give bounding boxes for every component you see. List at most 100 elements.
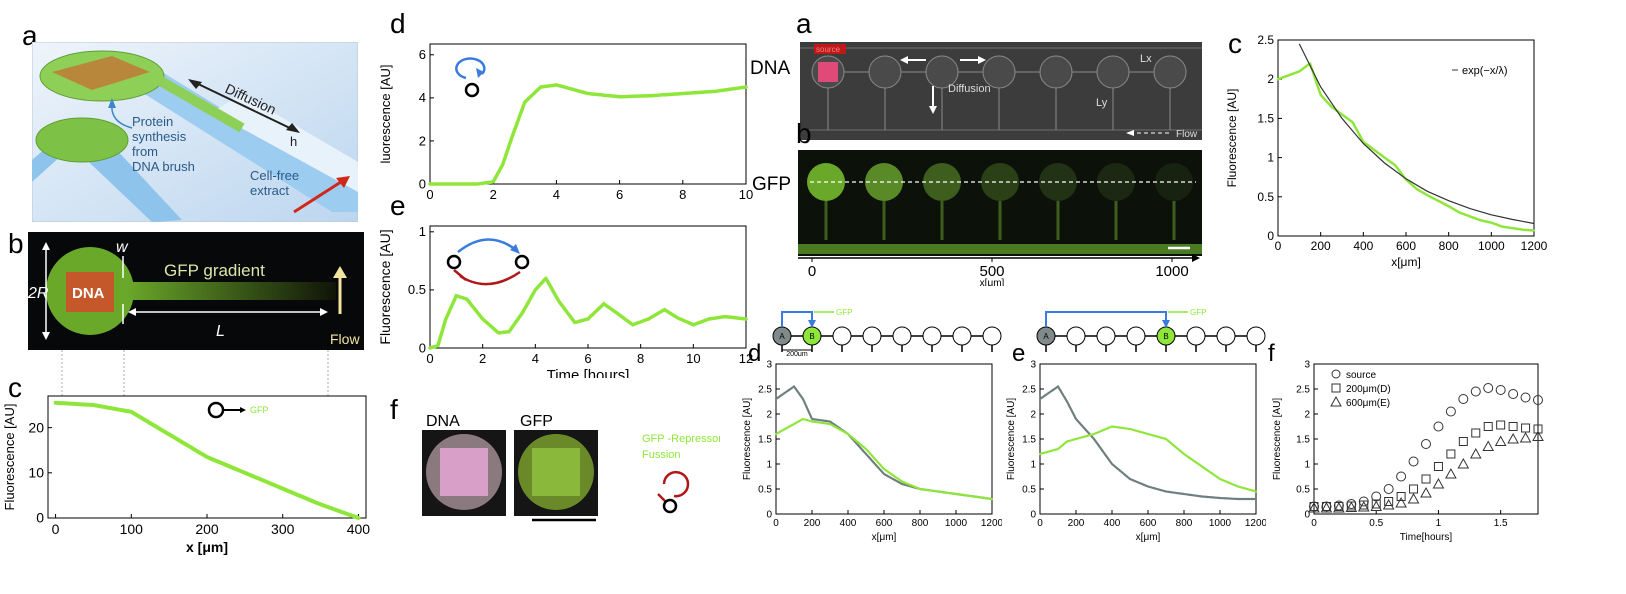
panel-label-left-e: e — [390, 190, 406, 221]
y-tick-label-5: 2.5 — [1257, 34, 1274, 47]
y-tick-label-3: 1.5 — [1022, 434, 1036, 445]
y-tick-label-0: 0 — [419, 176, 426, 191]
fit-line — [1298, 43, 1535, 225]
point-s0-15 — [1495, 385, 1506, 395]
x-axis-label: Time [hours] — [547, 367, 630, 378]
synthesis-line-4: DNA brush — [132, 159, 195, 174]
x-tick-label-2: 4 — [532, 351, 539, 366]
height-label: h — [290, 134, 297, 149]
chamber-3 — [1126, 326, 1146, 346]
lx-label: Lx — [1140, 53, 1152, 65]
x-tick-label-4: 400 — [347, 521, 371, 537]
y-tick-label-1: 0.5 — [1296, 484, 1310, 495]
x-tick-label-1: 0.5 — [1369, 518, 1383, 529]
network-schematic-d: A B GFP 200μm — [772, 308, 1002, 356]
gradient-label: GFP gradient — [164, 261, 265, 280]
point-s1-16 — [1508, 422, 1518, 431]
x-axis-label: x[μm] — [872, 532, 897, 543]
b-tick-1000: 1000 — [1155, 263, 1188, 280]
y-tick-label-5: 2.5 — [758, 384, 772, 395]
y-tick-label-3: 1.5 — [1296, 434, 1310, 445]
x-tick-label-3: 300 — [271, 521, 295, 537]
y-axis-label: Fluorescence [AU] — [1226, 89, 1239, 188]
point-s2-7 — [1395, 496, 1407, 508]
y-tick-label-2: 1 — [766, 459, 772, 470]
x-tick-label-0: 0 — [773, 518, 779, 529]
chamber-3 — [862, 326, 882, 346]
y-axis-label: Fluorescence [AU] — [1272, 398, 1283, 480]
expression-arrowhead-icon — [240, 407, 246, 413]
chart-right-e: 0 200 400 600 800 1000 1200 0 0.5 1 1.5 2 2.5 3 x[μm] F… — [1006, 359, 1266, 543]
chart-right-c: 0 200 400 600 800 1000 1200 0 0.5 1 1.5 2 2.5 x[μm] Fl… — [1226, 34, 1548, 269]
point-s2-0 — [1308, 501, 1320, 513]
x-tick-label-1: 200 — [804, 518, 821, 529]
x-tick-label-1: 2 — [479, 351, 486, 366]
point-s0-9 — [1421, 439, 1431, 449]
point-s0-7 — [1396, 471, 1407, 482]
legend-marker-1 — [1331, 383, 1341, 393]
point-s0-8 — [1408, 456, 1419, 467]
panel-label-left-d: d — [390, 8, 406, 39]
legend-label-0: source — [1346, 370, 1376, 381]
dna-label: DNA — [72, 285, 105, 302]
chamber-6 — [952, 326, 972, 346]
series-line-0 — [428, 275, 748, 350]
dna-source-spot — [818, 62, 838, 82]
x-axis-label: Time[hours] — [1400, 532, 1453, 543]
point-s2-6 — [1382, 498, 1395, 510]
x-tick-label-6: 1200 — [1245, 518, 1266, 529]
point-s1-13 — [1471, 428, 1481, 438]
y-tick-label-5: 2.5 — [1022, 384, 1036, 395]
y-tick-label-2: 1 — [419, 224, 426, 239]
extract-line-2: extract — [250, 183, 289, 198]
x-tick-label-3: 600 — [1396, 239, 1416, 253]
activation-link — [781, 311, 813, 327]
point-s1-6 — [1384, 497, 1394, 506]
x-tick-label-4: 800 — [1439, 239, 1459, 253]
plot-frame — [429, 225, 747, 349]
gene-a-icon — [446, 254, 462, 270]
point-s0-14 — [1483, 383, 1494, 393]
y-tick-label-4: 2 — [1267, 72, 1274, 86]
chart-right-f: 0 0.5 1 1.5 0 0.5 1 1.5 2 2.5 3 Time[hours] Fluoresc… — [1272, 359, 1544, 543]
point-s0-13 — [1470, 386, 1481, 397]
x-axis-label: x[μm] — [1136, 532, 1161, 543]
x-tick-label-5: 10 — [739, 187, 753, 202]
point-s2-1 — [1320, 501, 1333, 513]
x-axis-label: x [μm] — [186, 539, 228, 555]
node-a-label: A — [779, 332, 785, 341]
diffusion-arrow — [193, 81, 295, 131]
activation-link-head — [808, 320, 816, 328]
y-tick-label-6: 3 — [766, 359, 772, 370]
point-s2-2 — [1333, 501, 1345, 513]
chamber-1 — [1066, 326, 1086, 346]
y-tick-label-0: 0 — [1267, 229, 1274, 243]
point-s1-10 — [1433, 462, 1443, 471]
panel-label-left-c: c — [8, 372, 22, 403]
x-tick-label-5: 1000 — [1209, 518, 1232, 529]
x-tick-label-2: 4 — [553, 187, 560, 202]
y-tick-label-0: 0 — [36, 510, 44, 526]
point-s0-12 — [1458, 394, 1469, 404]
series-line-1 — [774, 417, 994, 501]
y-axis-label: luorescence [AU] — [380, 65, 393, 164]
point-s2-3 — [1345, 501, 1358, 512]
point-s2-9 — [1420, 486, 1432, 498]
chart-right-d: 0 200 400 600 800 1000 1200 0 0.5 1 1.5 2 2.5 3 x[μm] F… — [742, 359, 1002, 543]
y-tick-label-3: 6 — [419, 47, 426, 62]
point-s1-15 — [1496, 420, 1506, 430]
chart-left-d: 0 2 4 6 8 10 0 2 4 6 luorescence [AU] — [380, 43, 753, 202]
panel-label-left-b: b — [8, 228, 24, 259]
point-s2-18 — [1532, 430, 1544, 441]
y-tick-label-4: 2 — [766, 409, 772, 420]
point-s1-7 — [1396, 492, 1406, 501]
gene-node-icon — [464, 82, 480, 98]
x-tick-label-5: 1000 — [945, 518, 968, 529]
x-tick-label-3: 600 — [876, 518, 893, 529]
point-s2-4 — [1357, 500, 1370, 512]
dna-square — [66, 272, 114, 312]
y-tick-label-2: 1 — [1030, 459, 1036, 470]
y-tick-label-6: 3 — [1304, 359, 1310, 370]
panel-label-right-a: a — [796, 8, 812, 39]
y-tick-label-4: 2 — [1304, 409, 1310, 420]
